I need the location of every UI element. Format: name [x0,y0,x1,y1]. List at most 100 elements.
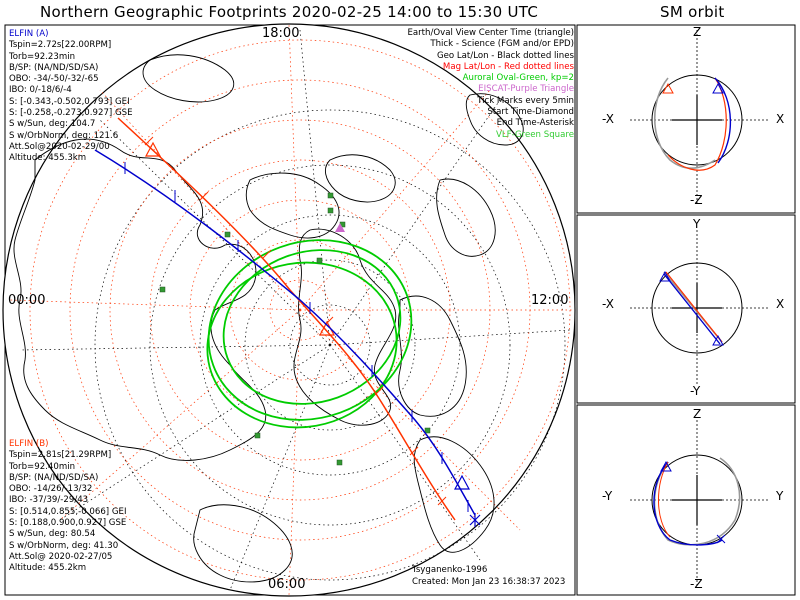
elfin-a-line: OBO: -34/-50/-32/-65 [9,74,99,85]
legend-item: Mag Lat/Lon - Red dotted lines [442,61,574,72]
sm3-bottom-label: -Z [690,577,703,591]
mag-lon-line [9,299,301,311]
mag-lon-line [59,309,301,521]
elfin-b-line: Att.Sol@ 2020-02-27/05 [9,551,113,562]
elfin-b-line: Torb=92.40min [9,461,76,472]
legend-item: EISCAT-Purple Triangle [478,84,574,95]
elfin-b-line: IBO: -37/39/-29/43 [9,495,89,506]
elfin-a-line: S: [-0.258,-0.273,0.927] GSE [9,108,133,119]
geo-lat-circle [94,109,566,581]
coastline-landmass [324,154,396,203]
sm1-bottom-label: -Z [690,193,703,207]
geo-lat-circle [199,214,461,476]
vlf-square [327,192,334,199]
vlf-square [254,432,261,439]
geo-lat-circle [149,164,511,526]
geo-lon-line [229,344,331,591]
created-label: Created: Mon Jan 23 16:38:37 2023 [412,577,566,587]
hour-label-bottom: 06:00 [268,577,306,592]
elfin-b-line: S w/Sun, deg: 80.54 [9,529,96,540]
auroral-oval [222,249,402,405]
elfin-a-line: S w/OrbNorm, deg: 121.6 [9,130,119,141]
elfin-b-line: Tspin=2.81s[21.29RPM] [9,450,112,461]
vlf-square [159,286,166,293]
hour-label-top: 18:00 [262,26,300,41]
elfin-b-line: S: [0.514,0.855,-0.066] GEI [9,506,127,517]
geo-lon-line [329,344,481,561]
vlf-square [327,207,334,214]
sm1-left-label: -X [602,112,614,126]
sm3-right-label: Y [776,489,784,503]
elfin-b-line: S w/OrbNorm, deg: 41.30 [9,540,119,551]
mag-lat-circle [229,239,371,381]
sm1-top-label: Z [693,25,702,39]
geo-lat-circle [289,304,371,386]
geo-lon-line [299,29,331,346]
mag-lon-line [299,89,491,311]
vlf-stations [159,192,431,466]
hour-label-left: 00:00 [8,293,46,308]
auroral-oval [206,261,398,429]
auroral-ovals [206,239,413,429]
sm2-bottom-label: -Y [690,384,701,398]
coastline-landmass [193,504,293,583]
earth-disc [2,23,576,597]
elfin-a-line: Tspin=2.72s[22.00RPM] [9,40,112,51]
vlf-square [316,257,323,264]
legend-item: VLF-Green Square [495,129,574,140]
legend: Earth/Oval View Center Time (triangle) T… [407,28,574,141]
sm-panel-xy [630,230,770,385]
coastline-landmass [245,172,340,239]
coastline-landmass [465,93,524,146]
auroral-oval [207,239,413,421]
sm-end-asterisk [716,534,726,544]
elfin-b-name: ELFIN (B) [9,439,49,449]
legend-item: Start Time-Diamond [487,107,574,118]
sm-panel-frame [576,24,796,214]
elfin-a-line: Att.Sol@2020-02-29/00 [9,141,110,152]
coastline-landmass [293,228,397,426]
sm-panel-frame [576,214,796,404]
sm-panel-yz [630,420,770,585]
elfin-a-name: ELFIN (A) [9,29,49,39]
elfin-b-line: Altitude: 455.2km [9,563,87,574]
sm2-top-label: Y [693,217,701,231]
model-label: Tsyganenko-1996 [412,565,488,575]
sm3-left-label: -Y [602,489,613,503]
geo-lon-line [329,99,501,346]
legend-item: End Time-Asterisk [496,118,574,129]
sm1-right-label: X [776,112,785,126]
coastline-landmass [13,138,267,461]
sm-orbit-title: SM orbit [660,3,725,21]
vlf-square [224,231,231,238]
elfin-b-view-center-triangle [144,141,162,157]
legend-item: Earth/Oval View Center Time (triangle) [407,28,574,38]
elfin-a-view-center-triangle [453,474,471,490]
legend-item: Thick - Science (FGM and/or EPD) [430,39,574,50]
elfin-a-line: S: [-0.343,-0.502,0.793] GEI [9,96,130,107]
elfin-a-line: Torb=92.23min [9,51,76,62]
elfin-b-line: B/SP: (NA/ND/SD/SA) [9,472,99,483]
elfin-a-track [94,149,481,527]
elfin-a-line: S w/Sun, deg: 104.7 [9,119,96,130]
eiscat-triangle [335,223,345,232]
sm3-top-label: Z [693,407,702,421]
elfin-a-line: B/SP: (NA/ND/SD/SA) [9,62,99,73]
mag-lat-circle [269,279,331,341]
legend-item: Tick Marks every 5min [477,95,574,106]
elfin-a-end-asterisk [469,513,481,527]
elfin-a-info: ELFIN (A) Tspin=2.72s[22.00RPM] Torb=92.… [9,29,133,165]
geo-grid [19,29,571,591]
elfin-b-line: S: [0.188,0.900,0.927] GSE [9,518,127,529]
coastline-landmass [142,54,235,103]
elfin-a-line: Altitude: 455.3km [9,153,87,164]
coastline-landmass [436,178,496,257]
coastline-landmass [413,436,495,553]
elfin-a-line: IBO: 0/-18/6/-4 [9,85,72,96]
sm-panel-frame [576,404,796,596]
geo-lat-circle [244,259,416,431]
sm2-left-label: -X [602,297,614,311]
vlf-square [424,427,431,434]
legend-item: Auroral Oval-Green, kp=2 [462,73,574,84]
